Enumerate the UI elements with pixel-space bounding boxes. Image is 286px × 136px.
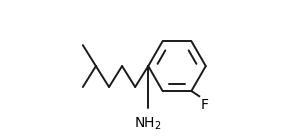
Text: F: F <box>200 98 208 112</box>
Text: NH$_2$: NH$_2$ <box>134 116 162 132</box>
